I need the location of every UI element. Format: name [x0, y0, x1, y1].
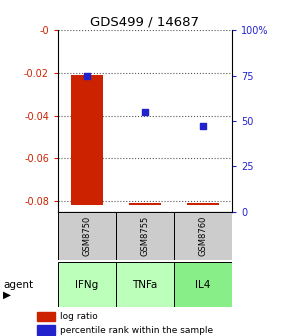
Bar — [116, 212, 174, 260]
Bar — [174, 262, 232, 307]
Text: GSM8750: GSM8750 — [82, 216, 92, 256]
Text: TNFa: TNFa — [132, 280, 158, 290]
Text: GSM8760: GSM8760 — [198, 216, 208, 256]
Bar — [116, 262, 174, 307]
Text: ▶: ▶ — [3, 290, 11, 300]
Text: GDS499 / 14687: GDS499 / 14687 — [90, 15, 200, 28]
Bar — [37, 325, 55, 335]
Text: GSM8755: GSM8755 — [140, 216, 150, 256]
Text: IL4: IL4 — [195, 280, 211, 290]
Point — [143, 109, 147, 115]
Bar — [174, 212, 232, 260]
Text: log ratio: log ratio — [60, 312, 97, 321]
Bar — [129, 203, 161, 205]
Text: agent: agent — [3, 280, 33, 290]
Bar — [71, 75, 103, 205]
Bar — [58, 212, 116, 260]
Text: IFNg: IFNg — [75, 280, 99, 290]
Bar — [58, 262, 116, 307]
Point — [85, 73, 89, 78]
Bar — [37, 312, 55, 321]
Text: percentile rank within the sample: percentile rank within the sample — [60, 326, 213, 335]
Bar — [187, 203, 219, 205]
Point — [201, 124, 205, 129]
